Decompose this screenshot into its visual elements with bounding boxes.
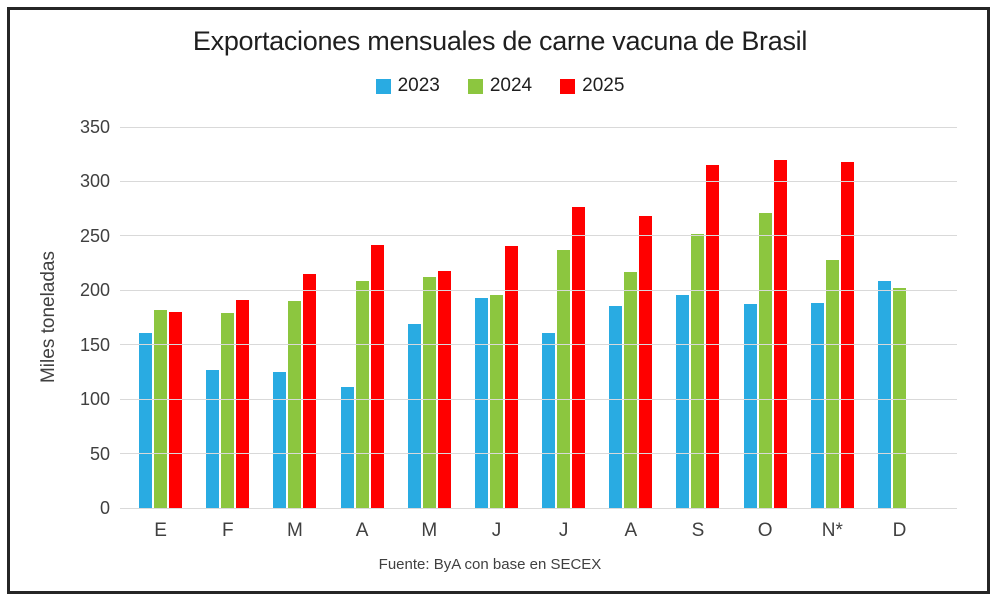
- gridline-350: [120, 126, 957, 128]
- x-label-2-F: F: [221, 520, 234, 541]
- bar-2025-J-7: [572, 206, 586, 508]
- bar-2024-S-9: [691, 233, 705, 508]
- bar-2025-J-6: [504, 245, 518, 508]
- bar-2025-N*-11: [840, 161, 854, 508]
- bar-2024-M-5: [422, 277, 436, 508]
- gridline-50: [120, 453, 957, 455]
- bar-2023-A-8: [609, 305, 623, 508]
- legend-item-2024: 2024: [467, 75, 533, 97]
- bar-group-4-A: [329, 127, 396, 508]
- legend-label-2023: 2023: [397, 75, 440, 96]
- y-axis-title: Miles toneladas: [38, 250, 59, 384]
- legend-label-2024: 2024: [489, 75, 533, 96]
- bar-group-12-D: [866, 127, 933, 508]
- bar-2025-E-1: [169, 312, 183, 508]
- bar-2023-J-6: [474, 297, 488, 508]
- x-label-12-D: D: [892, 520, 907, 541]
- bar-group-5-M: [396, 127, 463, 508]
- y-tick-50: 50: [89, 443, 110, 464]
- bar-2023-N*-11: [810, 303, 824, 508]
- legend-label-2025: 2025: [582, 75, 625, 96]
- bar-2023-A-4: [340, 387, 354, 508]
- bar-2024-A-4: [355, 280, 369, 508]
- gridline-100: [120, 398, 957, 400]
- x-axis-labels: E F M A M J J A S O N* D: [127, 520, 933, 542]
- y-tick-0: 0: [99, 498, 110, 518]
- x-label-9-S: S: [691, 520, 705, 541]
- gridline-150: [120, 344, 957, 346]
- bar-group-2-F: [194, 127, 261, 508]
- bar-group-11-N*: [799, 127, 866, 508]
- bar-2023-F-2: [206, 369, 220, 508]
- bar-2023-M-3: [273, 371, 287, 508]
- y-tick-100: 100: [79, 389, 110, 410]
- x-label-8-A: A: [624, 520, 638, 541]
- bar-group-8-A: [597, 127, 664, 508]
- x-label-1-E: E: [154, 520, 167, 541]
- gridline-200: [120, 289, 957, 291]
- y-tick-350: 350: [79, 117, 110, 137]
- x-label-5-M: M: [421, 520, 438, 541]
- gridline-300: [120, 180, 957, 182]
- gridline-0: [120, 507, 957, 509]
- legend-swatch-2024: [467, 78, 483, 94]
- x-label-7-J: J: [558, 520, 569, 541]
- y-tick-200: 200: [79, 280, 110, 301]
- bar-2024-D-12: [892, 288, 906, 508]
- bar-2025-S-9: [706, 165, 720, 508]
- x-label-3-M: M: [287, 520, 303, 541]
- source-note: Fuente: ByA con base en SECEX: [378, 556, 602, 573]
- x-label-11-N*: N*: [821, 520, 843, 541]
- bar-2024-M-3: [288, 301, 302, 508]
- bar-2025-M-3: [303, 274, 317, 508]
- bar-2024-F-2: [221, 313, 235, 508]
- bar-2025-A-8: [639, 216, 653, 508]
- bar-2024-E-1: [154, 309, 168, 508]
- legend-swatch-2023: [375, 78, 391, 94]
- bar-2025-A-4: [370, 244, 384, 508]
- x-label-10-O: O: [757, 520, 773, 541]
- legend-swatch-2025: [560, 78, 576, 94]
- y-tick-150: 150: [79, 334, 110, 355]
- bar-2023-M-5: [407, 324, 421, 508]
- bar-2025-M-5: [437, 270, 451, 508]
- bar-group-1-E: [127, 127, 194, 508]
- bar-group-9-S: [664, 127, 731, 508]
- bars-row: [127, 127, 933, 508]
- bar-2023-S-9: [676, 294, 690, 508]
- y-tick-250: 250: [79, 225, 110, 246]
- bar-2024-A-8: [624, 271, 638, 508]
- legend-item-2023: 2023: [375, 75, 440, 97]
- bar-2024-J-6: [489, 294, 503, 508]
- bar-2023-D-12: [877, 280, 891, 508]
- bar-2023-O-10: [743, 304, 757, 508]
- bar-2025-F-2: [236, 300, 250, 508]
- legend: 2023 2024 2025: [0, 75, 1000, 97]
- gridline-250: [120, 235, 957, 237]
- bar-group-10-O: [732, 127, 799, 508]
- bar-2025-O-10: [773, 159, 787, 508]
- y-tick-300: 300: [79, 171, 110, 192]
- bar-2024-J-7: [557, 250, 571, 508]
- x-label-6-J: J: [491, 520, 502, 541]
- bar-2024-N*-11: [825, 259, 839, 508]
- plot-area: [120, 126, 957, 509]
- bar-2024-O-10: [758, 213, 772, 508]
- bar-2023-J-7: [542, 332, 556, 508]
- legend-item-2025: 2025: [560, 75, 624, 97]
- x-label-4-A: A: [355, 520, 369, 541]
- bar-2023-E-1: [139, 332, 153, 508]
- bar-group-3-M: [261, 127, 328, 508]
- bar-group-7-J: [530, 127, 597, 508]
- bar-group-6-J: [463, 127, 530, 508]
- chart-title: Exportaciones mensuales de carne vacuna …: [192, 26, 808, 56]
